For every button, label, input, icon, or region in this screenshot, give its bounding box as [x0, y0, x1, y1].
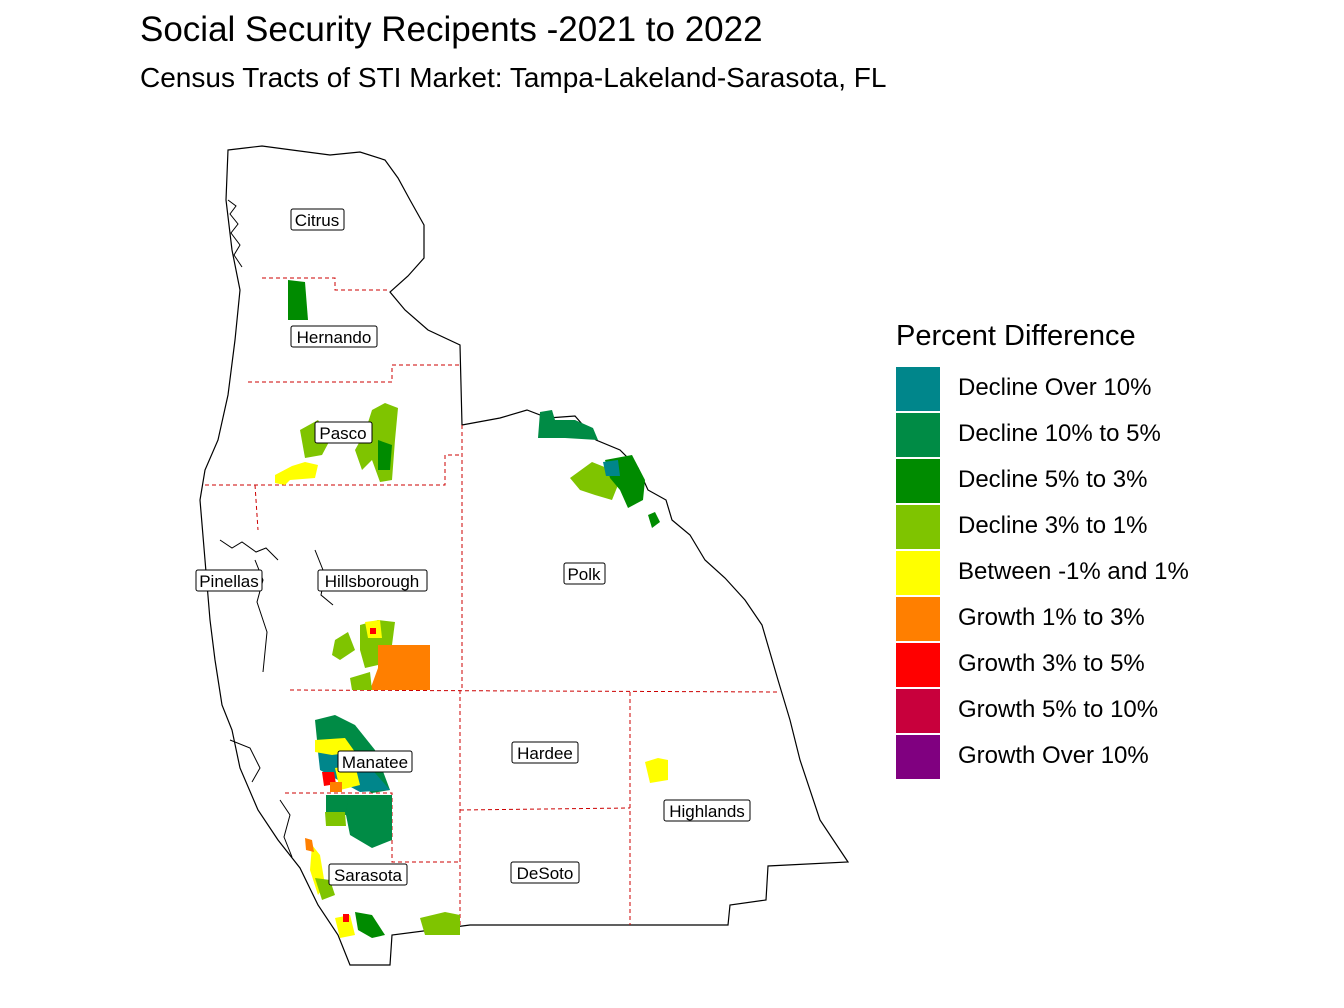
legend-label: Growth 5% to 10% [958, 696, 1159, 723]
tract-polk-4 [648, 512, 660, 528]
county-label-pasco: Pasco [314, 421, 373, 444]
tract-manatee-orange [330, 782, 342, 792]
county-label-manatee: Manatee [337, 750, 413, 773]
legend: Percent Difference Decline Over 10% Decl… [896, 320, 1189, 781]
tract-hillsborough-red [370, 628, 376, 634]
legend-item: Growth 1% to 3% [896, 597, 1145, 643]
census-tracts [275, 280, 668, 938]
svg-text:Highlands: Highlands [669, 802, 745, 821]
tract-sarasota-red [343, 914, 349, 922]
legend-item: Growth 3% to 5% [896, 643, 1145, 689]
legend-item: Decline 3% to 1% [896, 505, 1147, 551]
tract-pasco-yellow [275, 462, 318, 485]
svg-text:Hillsborough: Hillsborough [325, 572, 420, 591]
tract-sarasota-ltgreen-3 [420, 912, 460, 935]
legend-label: Decline 3% to 1% [958, 512, 1148, 539]
county-label-hernando: Hernando [290, 325, 378, 348]
legend-swatch [896, 735, 940, 779]
county-label-hardee: Hardee [511, 741, 579, 764]
legend-item: Growth 5% to 10% [896, 689, 1158, 735]
legend-swatch [896, 551, 940, 595]
legend-swatch [896, 689, 940, 733]
legend-label: Growth Over 10% [958, 742, 1149, 769]
tract-hillsborough-4 [350, 672, 372, 690]
map-title: Social Security Recipents -2021 to 2022 [140, 10, 763, 49]
legend-label: Growth 3% to 5% [958, 650, 1145, 677]
county-label-citrus: Citrus [290, 208, 345, 231]
legend-title: Percent Difference [896, 320, 1136, 352]
tract-manatee-green-2 [326, 795, 352, 815]
legend-label: Decline Over 10% [958, 374, 1152, 401]
legend-swatch [896, 413, 940, 457]
county-label-pinellas: Pinellas [195, 569, 263, 592]
legend-label: Between -1% and 1% [958, 558, 1189, 585]
tract-sarasota-ltgreen [325, 812, 346, 826]
legend-items: Decline Over 10% Decline 10% to 5% Decli… [896, 367, 1189, 781]
tract-sarasota-orange [305, 838, 314, 852]
county-label-sarasota: Sarasota [328, 863, 408, 886]
legend-swatch [896, 367, 940, 411]
svg-text:Sarasota: Sarasota [334, 866, 403, 885]
county-labels: Citrus Hernando Pasco Pinellas Hillsboro… [195, 208, 751, 886]
svg-text:Hernando: Hernando [297, 328, 372, 347]
county-label-desoto: DeSoto [510, 861, 580, 884]
legend-swatch [896, 597, 940, 641]
tract-hillsborough-orange [370, 645, 430, 690]
svg-text:Pinellas: Pinellas [199, 572, 259, 591]
legend-label: Decline 5% to 3% [958, 466, 1148, 493]
legend-label: Decline 10% to 5% [958, 420, 1161, 447]
tract-polk-1 [538, 410, 598, 440]
svg-text:DeSoto: DeSoto [517, 864, 574, 883]
tract-sarasota-green [355, 912, 385, 938]
map-subtitle: Census Tracts of STI Market: Tampa-Lakel… [140, 62, 887, 93]
county-label-highlands: Highlands [663, 799, 751, 822]
tract-pasco-3 [378, 440, 392, 470]
tract-highlands-yellow [645, 758, 668, 783]
tract-sarasota-big [346, 795, 392, 848]
svg-text:Polk: Polk [567, 565, 601, 584]
county-label-polk: Polk [563, 562, 606, 585]
legend-item: Decline 10% to 5% [896, 413, 1161, 459]
region-outline [199, 145, 850, 966]
legend-swatch [896, 505, 940, 549]
svg-text:Manatee: Manatee [342, 753, 408, 772]
tract-sarasota-yellow-2 [335, 915, 355, 938]
tract-hernando [288, 280, 308, 320]
svg-text:Citrus: Citrus [295, 211, 339, 230]
legend-item: Between -1% and 1% [896, 551, 1189, 597]
svg-text:Pasco: Pasco [319, 424, 366, 443]
tract-hillsborough-3 [332, 632, 355, 660]
county-label-hillsborough: Hillsborough [317, 569, 428, 592]
legend-item: Decline Over 10% [896, 367, 1151, 413]
legend-swatch [896, 643, 940, 687]
legend-item: Decline 5% to 3% [896, 459, 1147, 505]
svg-text:Hardee: Hardee [517, 744, 573, 763]
legend-swatch [896, 459, 940, 503]
legend-label: Growth 1% to 3% [958, 604, 1145, 631]
legend-item: Growth Over 10% [896, 735, 1149, 781]
tract-polk-teal [603, 460, 620, 476]
